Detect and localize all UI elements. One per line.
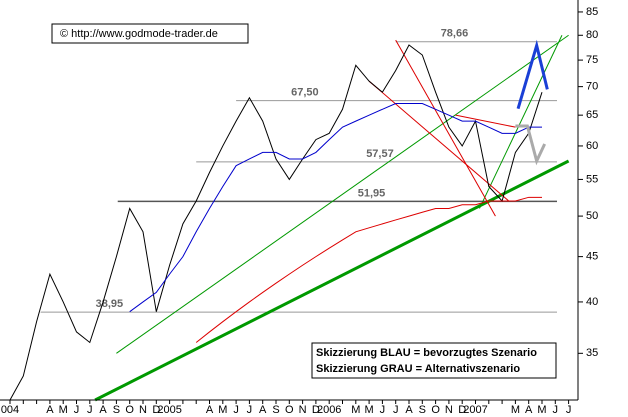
trend-line	[116, 34, 569, 354]
x-tick-label: A	[46, 404, 54, 416]
y-tick-label: 60	[586, 140, 598, 152]
x-tick-label: M	[218, 404, 227, 416]
y-tick-label: 85	[586, 6, 598, 18]
x-tick-label: A	[405, 404, 413, 416]
x-tick-label: M	[537, 404, 546, 416]
series-line	[9, 44, 543, 401]
scenario-arrow	[515, 124, 547, 166]
x-tick-label: J	[87, 404, 93, 416]
y-tick-label: 65	[586, 109, 598, 121]
x-tick-label: S	[419, 404, 426, 416]
x-tick-label: O	[285, 404, 294, 416]
x-tick-label: J	[233, 404, 239, 416]
x-tick-label: O	[125, 404, 134, 416]
x-tick-label: N	[445, 404, 453, 416]
y-tick-label: 75	[586, 54, 598, 66]
level-label: 67,50	[291, 87, 319, 99]
x-tick-label: S	[113, 404, 120, 416]
x-tick-label: D	[312, 404, 320, 416]
x-tick-label: 2006	[317, 404, 341, 416]
source: © http://www.godmode-trader.de	[60, 28, 218, 40]
x-tick-label: J	[247, 404, 253, 416]
y-tick-label: 80	[586, 29, 598, 41]
series-line	[129, 102, 542, 313]
x-tick-label: A	[99, 404, 107, 416]
x-tick-label: M	[351, 404, 360, 416]
series-line	[195, 196, 542, 343]
legend-box	[311, 342, 557, 379]
x-tick-label: 004	[1, 404, 19, 416]
x-tick-label: J	[74, 404, 80, 416]
x-tick-label: M	[365, 404, 374, 416]
x-tick-label: M	[511, 404, 520, 416]
legend-text: Skizzierung BLAU = bevorzugtes Szenario	[316, 347, 537, 359]
level-label: 57,57	[366, 148, 394, 160]
trend-line	[368, 80, 510, 202]
source-box	[51, 23, 249, 44]
x-tick-label: 2007	[463, 404, 487, 416]
x-tick-label: A	[525, 404, 533, 416]
trend-line	[455, 114, 516, 128]
trend-line	[479, 35, 563, 209]
scenario-arrow	[516, 39, 549, 110]
x-tick-label: J	[553, 404, 559, 416]
trend-line	[395, 39, 496, 217]
x-tick-label: S	[272, 404, 279, 416]
x-tick-label: 2005	[157, 404, 181, 416]
x-tick-label: A	[259, 404, 267, 416]
x-tick-label: J	[566, 404, 572, 416]
legend-text: Skizzierung GRAU = Alternativszenario	[316, 363, 520, 375]
y-tick-label: 45	[586, 251, 598, 263]
x-tick-label: N	[139, 404, 147, 416]
level-label: 51,95	[358, 187, 386, 199]
y-tick-label: 40	[586, 296, 598, 308]
x-tick-label: M	[59, 404, 68, 416]
x-tick-label: J	[380, 404, 386, 416]
y-tick-label: 55	[586, 173, 598, 185]
x-tick-label: N	[299, 404, 307, 416]
y-tick-label: 35	[586, 347, 598, 359]
level-label: 78,66	[441, 28, 469, 40]
level-label: 38,95	[96, 298, 124, 310]
y-tick-label: 50	[586, 210, 598, 222]
x-tick-label: D	[152, 404, 160, 416]
x-tick-label: O	[431, 404, 440, 416]
x-tick-label: A	[206, 404, 214, 416]
y-tick-label: 70	[586, 81, 598, 93]
x-tick-label: J	[393, 404, 399, 416]
x-tick-label: D	[458, 404, 466, 416]
